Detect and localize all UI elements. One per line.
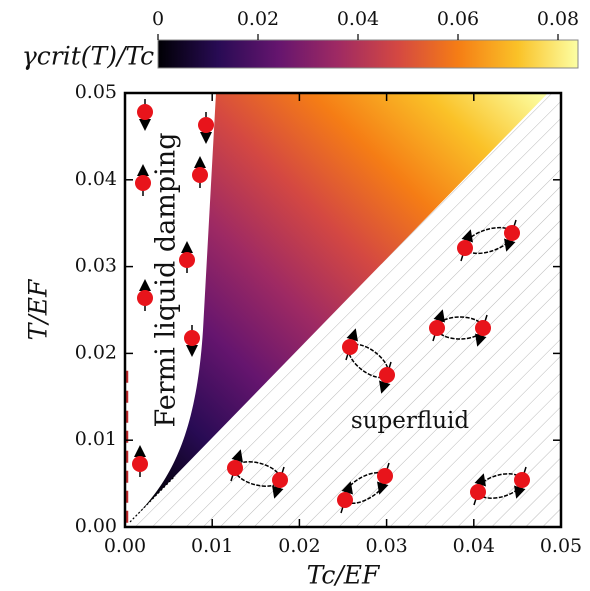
x-tick-label: 0.03 [365, 535, 407, 557]
colorbar-label: γcrit(T)/Tc [22, 42, 154, 71]
colorbar-tick-label: 0.02 [237, 8, 279, 30]
y-tick-label: 0.01 [75, 428, 117, 450]
x-tick-label: 0.04 [453, 535, 495, 557]
spin [429, 320, 445, 336]
x-tick-label: 0.00 [104, 535, 146, 557]
colorbar-tick-label: 0.08 [537, 8, 579, 30]
spin [470, 484, 486, 500]
annotation: superfluid [351, 408, 469, 434]
spin [198, 117, 214, 133]
spin [179, 252, 195, 268]
spin [514, 472, 530, 488]
spin [457, 240, 473, 256]
spin [192, 167, 208, 183]
x-tick-label: 0.05 [540, 535, 582, 557]
spin [475, 320, 491, 336]
critical-boundary [129, 475, 176, 523]
spin [135, 175, 151, 191]
y-tick-label: 0.02 [75, 341, 117, 363]
y-tick-label: 0.03 [75, 255, 117, 277]
colorbar-tick-label: 0.04 [337, 8, 379, 30]
spin [379, 367, 395, 383]
spin [337, 492, 353, 508]
x-axis-label: Tc/EF [307, 561, 381, 590]
damping-map [136, 93, 548, 516]
annotation: Fermi liquid damping [151, 133, 182, 428]
y-tick-label: 0.00 [75, 515, 117, 537]
spin [132, 456, 148, 472]
x-tick-label: 0.02 [278, 535, 320, 557]
y-axis-label: T/EF [24, 278, 53, 340]
spin [137, 104, 153, 120]
spin [184, 330, 200, 346]
colorbar-tick-label: 0 [152, 8, 164, 30]
plot-frame [123, 91, 563, 529]
spin [272, 472, 288, 488]
y-tick-label: 0.04 [75, 168, 117, 190]
spin [227, 460, 243, 476]
spin [377, 468, 393, 484]
colorbar-tick-label: 0.06 [437, 8, 479, 30]
spin [504, 225, 520, 241]
spin [342, 339, 358, 355]
spin [137, 290, 153, 306]
x-tick-label: 0.01 [191, 535, 233, 557]
y-tick-label: 0.05 [75, 81, 117, 103]
superfluid-region [125, 93, 561, 527]
colorbar [157, 39, 579, 69]
